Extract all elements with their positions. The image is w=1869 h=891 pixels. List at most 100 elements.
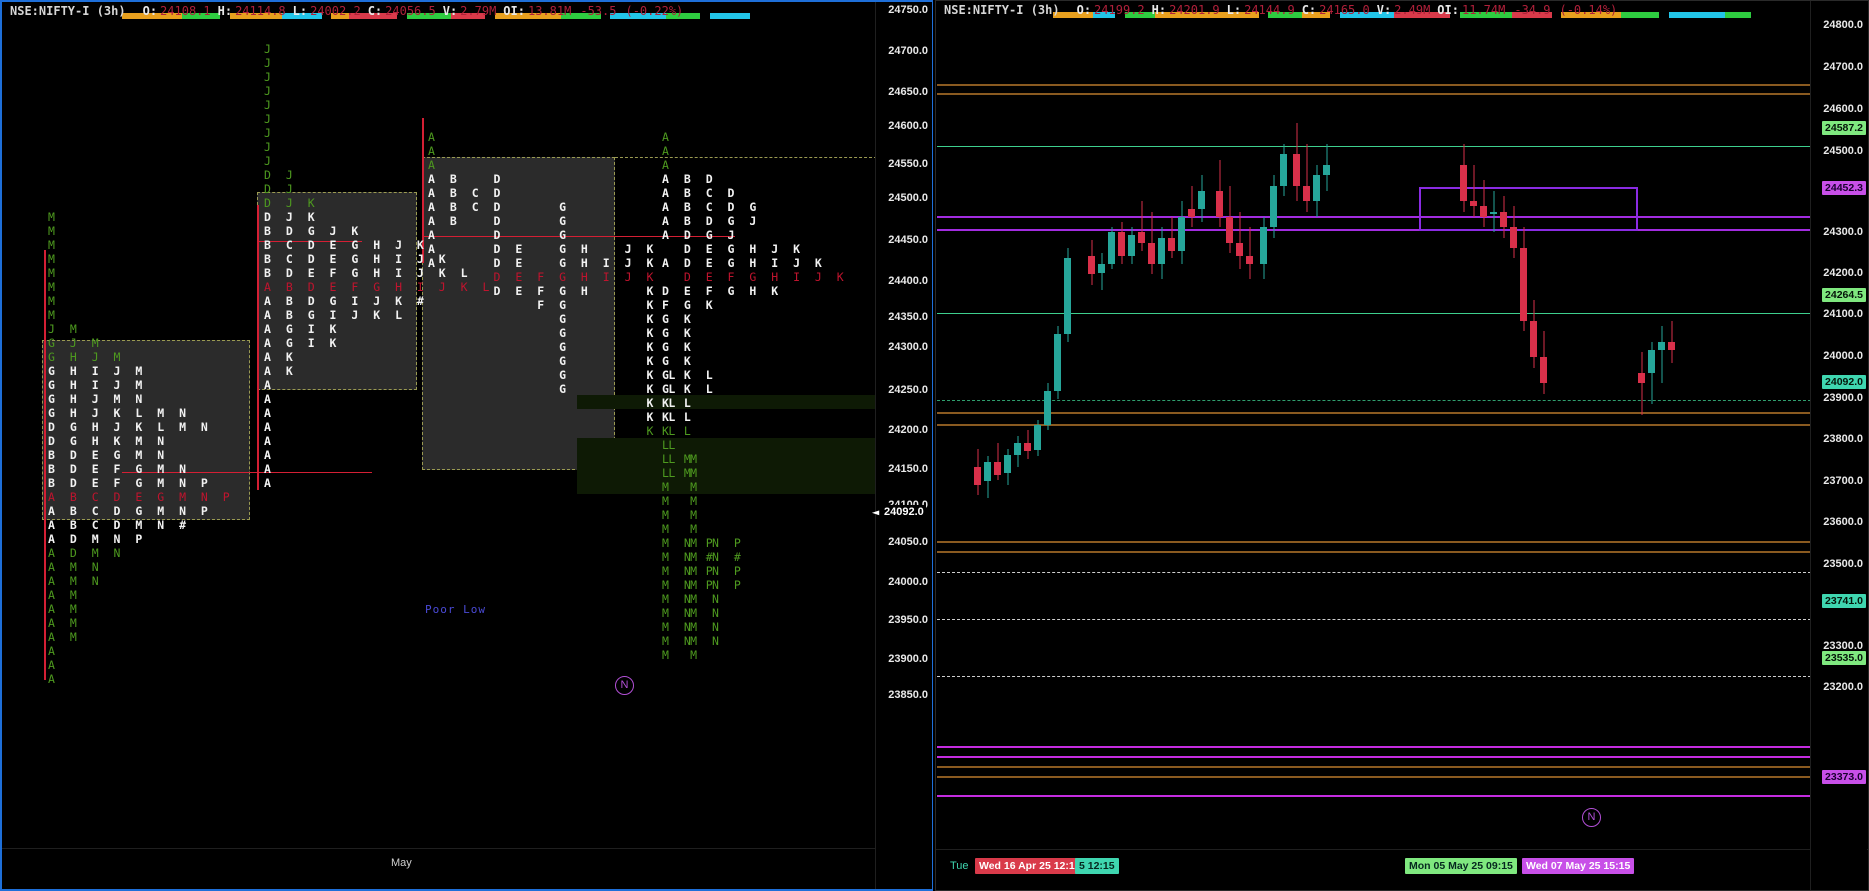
profile-row: M [48,252,59,266]
profile-row: G H I J M [48,364,147,378]
time-axis-label[interactable]: Tue [950,860,969,872]
price-level-tag[interactable]: 24092.0 [1822,375,1866,389]
purple-zone-box[interactable] [1419,187,1638,231]
right-close-label: C: [1301,3,1317,17]
candle [1024,430,1031,459]
right-price-tick: 23500.0 [1823,558,1863,570]
single-print-band-2 [577,438,877,494]
time-axis-label[interactable]: Wed 07 May 25 15:15 [1522,858,1635,874]
candle-body [1044,391,1051,426]
left-header-bar[interactable]: NSE:NIFTY-I (3h) O: 24108.1 H: 24114.8 L… [2,2,931,20]
candle [1668,320,1675,363]
right-n-period-badge[interactable]: N [1582,808,1601,827]
candle-wick [1249,227,1250,280]
left-low-value: 24002.2 [310,4,361,18]
right-price-axis[interactable]: 24800.024700.024600.024500.024400.024300… [1810,1,1867,890]
n-period-badge[interactable]: N [615,676,634,695]
candle-body [1530,320,1537,358]
candle-body [1638,373,1645,384]
left-price-tick: 24700.0 [888,45,928,57]
left-oi-label: OI: [503,4,525,18]
purple-level-1[interactable] [937,216,1811,218]
right-header-bar[interactable]: NSE:NIFTY-I (3h) O: 24199.2 H: 24201.9 L… [936,1,1868,19]
profile-row: A [264,406,275,420]
left-symbol-label[interactable]: NSE:NIFTY-I (3h) [10,4,126,18]
purple-level-2[interactable] [937,229,1811,231]
candle [1108,227,1115,269]
profile-row: G K [662,312,695,326]
profile-row: A B D G I J K # [264,294,428,308]
profile-row: L [428,438,680,452]
green-level-2[interactable] [937,313,1811,314]
profile-row: M [428,508,702,522]
candlestick-plot[interactable]: N [937,19,1811,850]
left-price-axis[interactable]: 24750.0 24700.0 24650.0 24600.0 24550.0 24500… [872,2,932,889]
profile-row: G K [662,354,695,368]
profile-row: B D E F G M N P [48,476,212,490]
candle [1293,123,1300,202]
brown-level-8[interactable] [937,776,1811,778]
right-high-value: 24201.9 [1169,3,1220,17]
profile-row: A B C D G M N P [48,504,212,518]
teal-dash-level[interactable] [937,400,1811,401]
profile-row: A [264,434,275,448]
candle-body [1088,255,1095,275]
candle-body [1198,190,1205,210]
price-level-tag[interactable]: 23373.0 [1822,770,1866,784]
profile-row: L M [428,452,702,466]
profile-row: A [264,392,275,406]
brown-level-6[interactable] [937,551,1811,553]
brown-level-5[interactable] [937,541,1811,543]
time-axis-label[interactable]: 5 12:15 [1075,858,1119,874]
profile-row: A K [264,364,297,378]
brown-level-3[interactable] [937,412,1811,414]
left-close-value: 24056.5 [385,4,436,18]
white-dash-level-3[interactable] [937,676,1811,677]
candle [1178,201,1185,264]
brown-level-4[interactable] [937,424,1811,426]
left-price-tick: 24350.0 [888,311,928,323]
left-time-axis[interactable]: May [2,848,931,889]
right-time-axis[interactable]: Tue Wed 16 Apr 25 12:15 5 12:15 Mon 05 May … [936,849,1868,890]
left-high-value: 24114.8 [235,4,286,18]
time-axis-label[interactable]: Mon 05 May 25 09:15 [1405,858,1517,874]
profile-row: M N # [662,550,717,564]
candle [1148,211,1155,275]
time-axis-label[interactable]: Wed 16 Apr 25 12:15 [975,858,1085,874]
price-level-tag[interactable]: 24452.3 [1822,181,1866,195]
profile-row: M [48,210,59,224]
candle [1188,185,1195,228]
left-chart-pane[interactable]: NSE:NIFTY-I (3h) O: 24108.1 H: 24114.8 L… [0,0,933,891]
right-symbol-label[interactable]: NSE:NIFTY-I (3h) [944,3,1060,17]
brown-level-1[interactable] [937,84,1811,86]
price-level-tag[interactable]: 23535.0 [1822,651,1866,665]
white-dash-level-2[interactable] [937,619,1811,620]
profile-row: A M [48,588,81,602]
left-price-tick: 24200.0 [888,424,928,436]
candle [994,443,1001,480]
profile-row: A G I K [264,322,341,336]
right-open-value: 24199.2 [1094,3,1145,17]
brown-level-2[interactable] [937,93,1811,95]
profile-row: K L [662,424,695,438]
white-dash-level-1[interactable] [937,572,1811,573]
magenta-level-2[interactable] [937,756,1811,758]
range-line-3 [422,118,424,263]
price-level-tag[interactable]: 24587.2 [1822,121,1866,135]
magenta-level-1[interactable] [937,746,1811,748]
right-chart-pane[interactable]: NSE:NIFTY-I (3h) O: 24199.2 H: 24201.9 L… [935,0,1869,891]
profile-row: D G H K M N [48,434,169,448]
profile-row: M [662,648,673,662]
green-level-1[interactable] [937,146,1811,147]
brown-level-7[interactable] [937,766,1811,768]
magenta-level-3[interactable] [937,795,1811,797]
profile-row: D J [264,168,297,182]
right-price-tick: 23300.0 [1823,640,1863,652]
price-level-tag[interactable]: 24264.5 [1822,288,1866,302]
candle [1236,211,1243,269]
poc-line-1 [122,472,372,473]
candle [1490,190,1497,233]
candle-body [1510,227,1517,249]
price-level-tag[interactable]: 23741.0 [1822,594,1866,608]
